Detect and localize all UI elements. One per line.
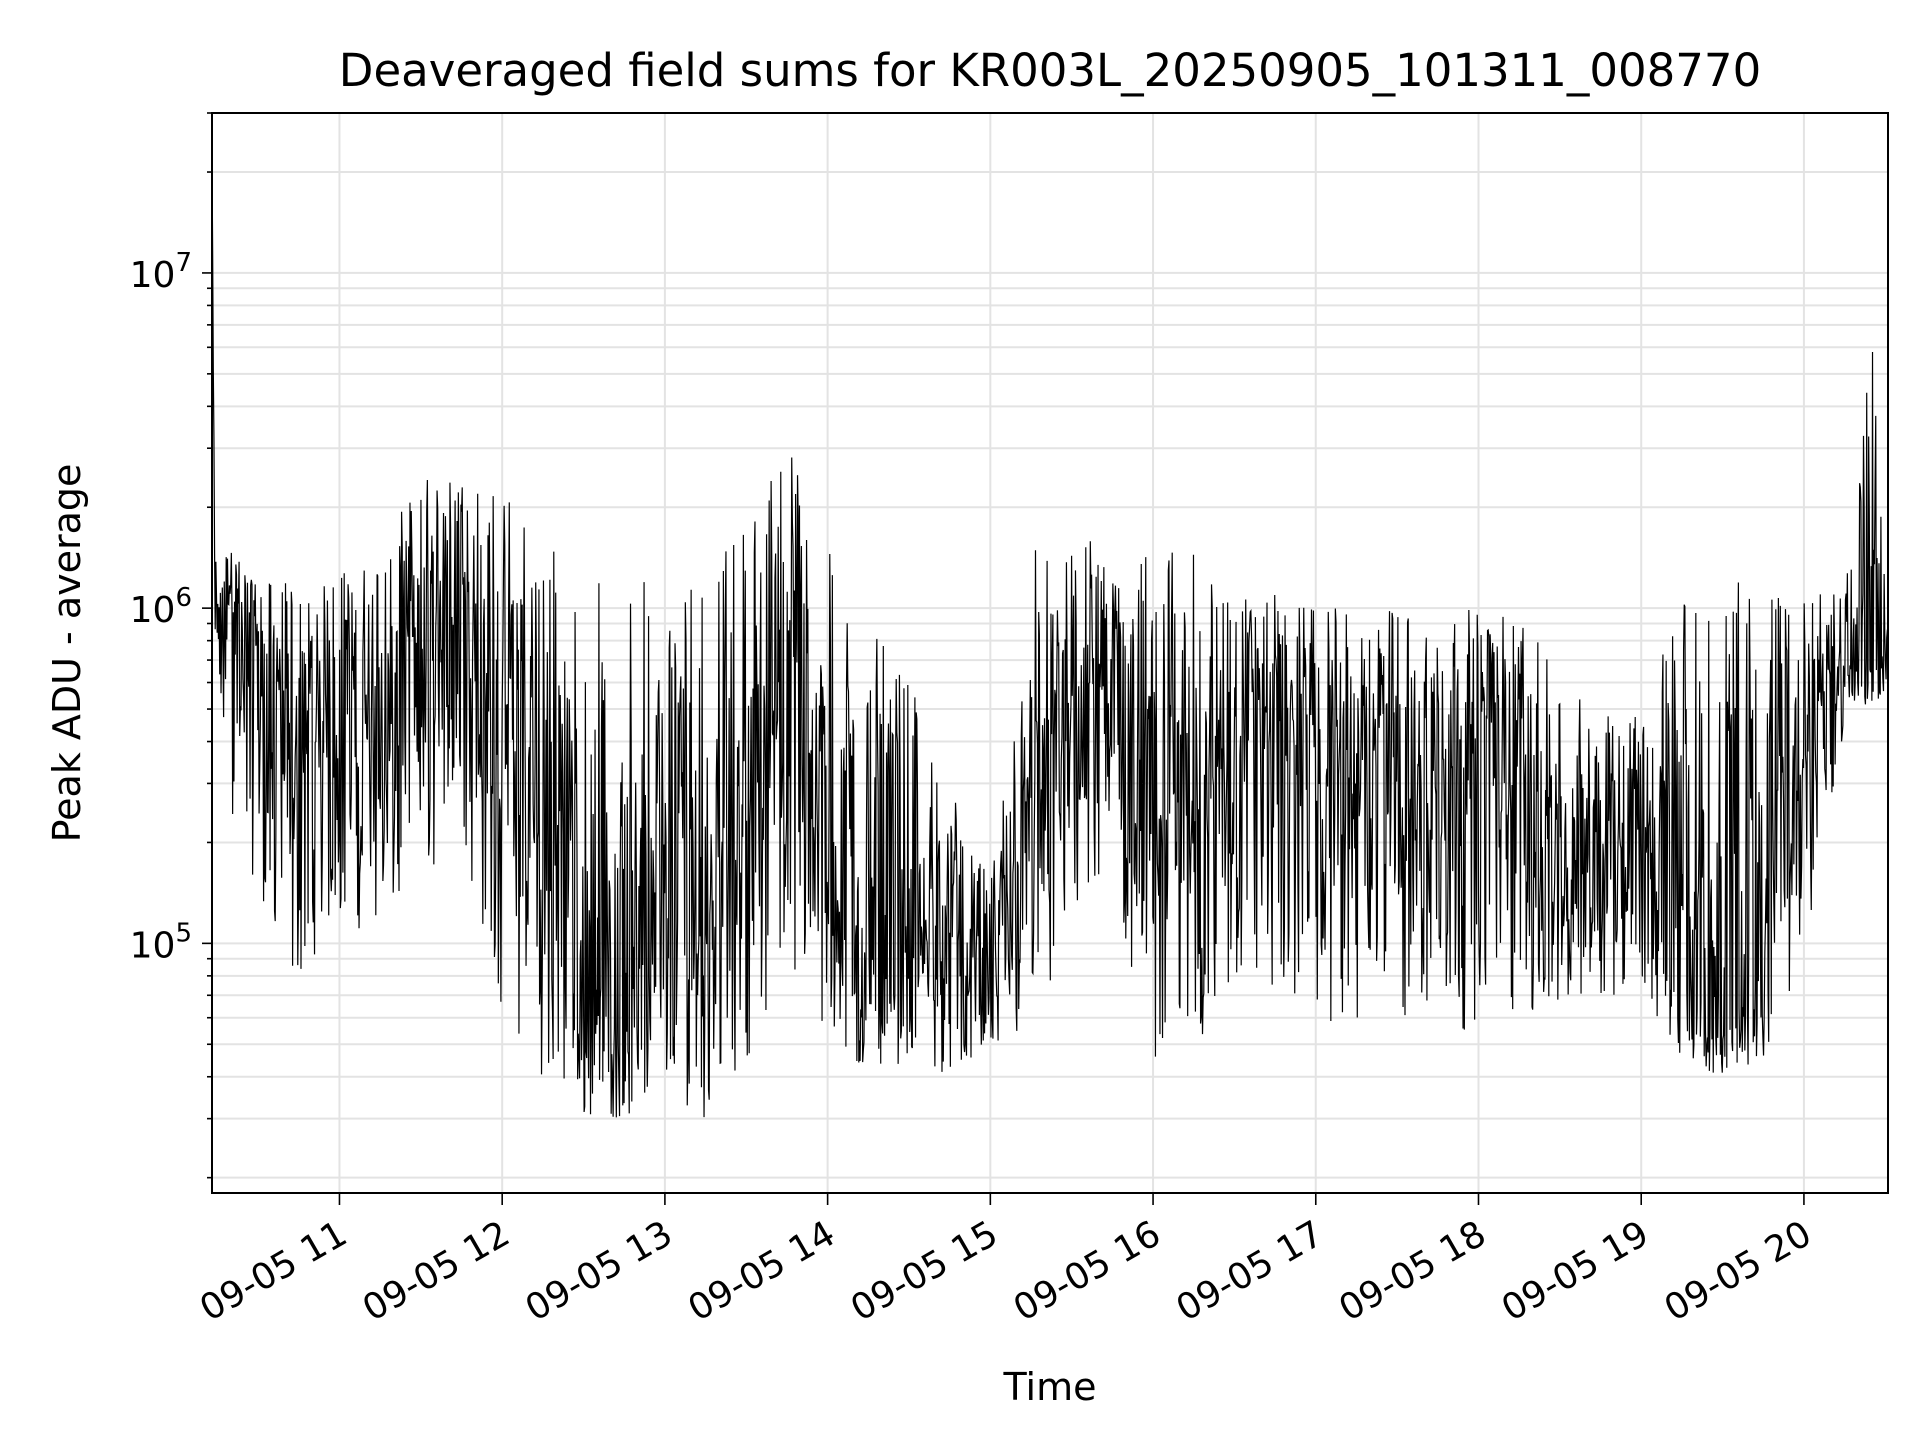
y-axis-label: Peak ADU - average [45, 464, 89, 843]
plot-frame [211, 112, 1889, 1194]
x-axis-label: Time [1003, 1365, 1097, 1409]
x-tick-label: 09-05 11 [193, 1213, 354, 1329]
x-tick-label: 09-05 16 [1007, 1213, 1168, 1329]
y-tick-label: 105 [130, 918, 192, 966]
x-tick-label: 09-05 15 [844, 1213, 1005, 1329]
x-tick-label: 09-05 13 [519, 1213, 680, 1329]
chart-title: Deaveraged field sums for KR003L_2025090… [339, 44, 1761, 97]
y-tick-label: 107 [130, 248, 192, 296]
x-tick-label: 09-05 20 [1658, 1213, 1819, 1329]
x-tick-label: 09-05 14 [681, 1213, 842, 1329]
x-tick-label: 09-05 12 [356, 1213, 517, 1329]
series-line [211, 158, 1889, 1118]
series-line-group [211, 158, 1889, 1118]
x-tick-label: 09-05 18 [1332, 1213, 1493, 1329]
y-tick-label: 106 [130, 583, 192, 631]
x-tick-label: 09-05 17 [1170, 1213, 1331, 1329]
grid [212, 112, 1888, 1193]
x-tick-label: 09-05 19 [1495, 1213, 1656, 1329]
